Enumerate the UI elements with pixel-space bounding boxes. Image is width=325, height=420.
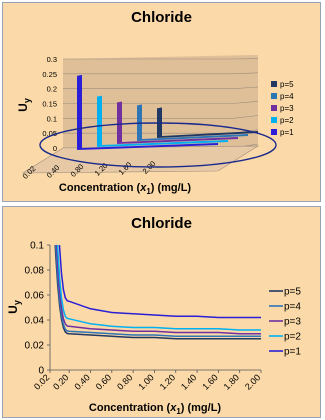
y-tick-label: 0 bbox=[38, 366, 44, 377]
bar-tail-p=2 bbox=[97, 140, 228, 147]
gridline-side bbox=[232, 115, 259, 119]
bar-p=3 bbox=[117, 101, 122, 144]
y-tick-label: 0.1 bbox=[47, 114, 57, 123]
bottom-chart-svg: 00.020.040.060.080.10.02 0.20 0.40 0.60 0.80… bbox=[6, 241, 301, 417]
legend-swatch-p=4 bbox=[271, 93, 277, 99]
series-line-p=1 bbox=[58, 245, 261, 319]
y-tick-label: 0.08 bbox=[25, 266, 45, 277]
series-line-p=2 bbox=[56, 245, 261, 331]
bar-p=2 bbox=[97, 95, 102, 147]
highlight-ellipse bbox=[39, 122, 277, 168]
bar-tail-p=1 bbox=[77, 143, 218, 150]
legend-swatch-p=3 bbox=[271, 105, 277, 111]
legend-label: p=3 bbox=[280, 104, 294, 113]
y-tick-label: 0.3 bbox=[47, 55, 57, 64]
x-axis-label: Concentration (x1) (mg/L) bbox=[59, 182, 192, 196]
series-line-p=4 bbox=[55, 245, 261, 338]
bar-tail-p=5 bbox=[157, 131, 258, 138]
legend-swatch-p=5 bbox=[271, 81, 277, 87]
legend-label: p=4 bbox=[280, 92, 294, 101]
x-tick-label: 1.00 bbox=[136, 372, 155, 391]
y-tick-label: 0.1 bbox=[30, 241, 44, 252]
legend-swatch-p=2 bbox=[271, 117, 277, 123]
legend-label: p=3 bbox=[284, 317, 301, 328]
x-tick-label: 0.20 bbox=[51, 372, 70, 391]
y-tick-label: 0.15 bbox=[42, 100, 57, 109]
legend-label: p=1 bbox=[284, 347, 301, 358]
gridline-side bbox=[232, 86, 259, 89]
x-tick-label: 0.40 bbox=[72, 372, 91, 391]
y-tick-label: 0.02 bbox=[25, 341, 45, 352]
top-chart-panel: Chloride 0 0.05 0.1 0.15 0.2 0.25 0.3 0.02 0.40 0… bbox=[2, 2, 321, 202]
top-chart-svg: 00.050.10.150.20.250.30.02 0.40 0.80 1.20 1.… bbox=[16, 55, 294, 196]
legend-label: p=5 bbox=[280, 80, 294, 89]
legend-swatch-p=1 bbox=[271, 129, 277, 135]
x-tick-label: 1.20 bbox=[158, 372, 177, 391]
x-tick-label: 1.60 bbox=[200, 372, 219, 391]
bar-tail-p=4 bbox=[137, 134, 248, 141]
y-tick-label: 0 bbox=[53, 144, 57, 153]
x-tick-label: 0.02 bbox=[32, 372, 51, 391]
bar-p=1 bbox=[77, 74, 82, 150]
bottom-chart-title: Chloride bbox=[131, 215, 192, 232]
legend-label: p=2 bbox=[280, 116, 294, 125]
legend-label: p=2 bbox=[284, 332, 301, 343]
x-axis-label: Concentration (x1) (mg/L) bbox=[89, 402, 222, 416]
y-tick-label: 0.04 bbox=[25, 316, 45, 327]
legend-label: p=4 bbox=[284, 302, 301, 313]
x-tick-label: 0.80 bbox=[115, 372, 134, 391]
series-line-p=3 bbox=[55, 245, 261, 335]
y-tick-label: 0.06 bbox=[25, 291, 45, 302]
y-tick-label: 0.05 bbox=[42, 129, 57, 138]
legend-label: p=5 bbox=[284, 287, 301, 298]
bottom-chart-panel: Chloride 0 0.02 0.04 0.06 0.08 0.1 0.02 0.20 0.4… bbox=[2, 206, 321, 418]
top-chart-title: Chloride bbox=[131, 9, 192, 26]
x-tick-label: 1.80 bbox=[222, 372, 241, 391]
bar-tail-p=3 bbox=[117, 137, 238, 144]
y-tick-label: 0.25 bbox=[42, 70, 57, 79]
y-axis-label: Uy bbox=[16, 98, 32, 112]
legend-label: p=1 bbox=[280, 128, 294, 137]
x-tick-label: 0.60 bbox=[94, 372, 113, 391]
x-tick-label: 1.40 bbox=[179, 372, 198, 391]
gridline-side bbox=[232, 101, 259, 104]
y-axis-label: Uy bbox=[6, 300, 22, 314]
x-tick-label: 2.00 bbox=[243, 372, 262, 391]
gridline-side bbox=[232, 72, 259, 75]
y-tick-label: 0.2 bbox=[47, 85, 57, 94]
